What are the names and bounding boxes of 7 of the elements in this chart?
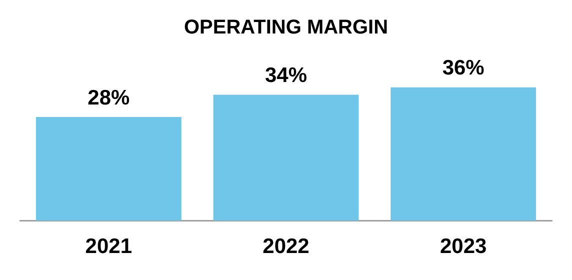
x-tick-label: 2022 [262,235,310,258]
data-label: 34% [264,64,308,88]
chart-title: OPERATING MARGIN [184,16,388,39]
x-tick-label: 2023 [440,235,487,258]
x-tick-label: 2021 [85,235,132,258]
data-label: 36% [442,56,485,80]
data-label: 28% [88,86,130,110]
